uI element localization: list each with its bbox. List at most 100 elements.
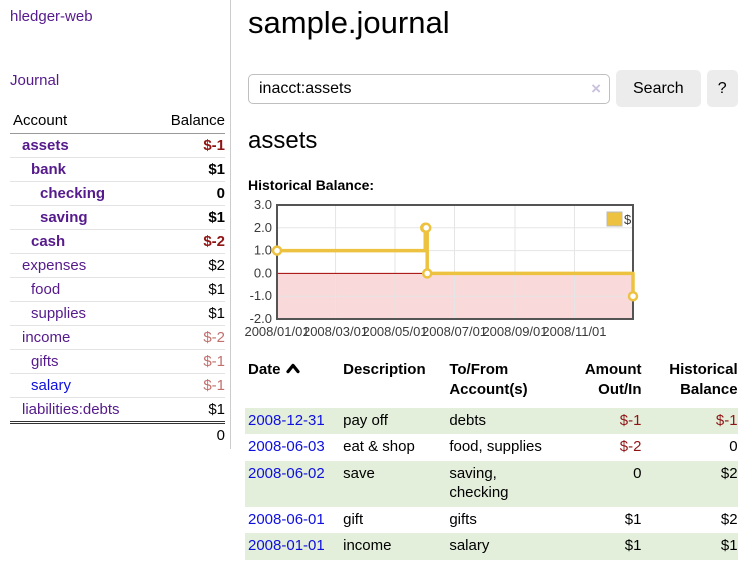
search-form: × Search ? xyxy=(248,70,738,108)
account-balance: $-2 xyxy=(151,325,225,350)
register-col-date[interactable]: Date xyxy=(245,357,343,408)
chart-border xyxy=(276,204,634,321)
account-link[interactable]: gifts xyxy=(31,353,59,370)
register-col-accounts: To/From Account(s) xyxy=(449,361,528,399)
register-row: 2008-06-03 eat & shop food, supplies $-2 0 xyxy=(245,434,738,461)
account-row: assets $-1 xyxy=(10,133,225,158)
register-amount-cell: $1 xyxy=(624,537,642,555)
register-accounts-cell: salary xyxy=(449,537,490,555)
register-date-cell: 2008-06-01 xyxy=(245,507,343,534)
account-link[interactable]: checking xyxy=(40,185,106,202)
transaction-date-link[interactable]: 2008-06-03 xyxy=(248,438,325,456)
transaction-date-link[interactable]: 2008-01-01 xyxy=(248,537,325,555)
accounts-col-account: Account xyxy=(10,110,152,134)
chart-y-tick-label: 1.0 xyxy=(254,243,272,258)
account-link[interactable]: saving xyxy=(40,209,88,226)
register-description-cell: income xyxy=(343,537,392,555)
register-balance-cell: $-1 xyxy=(715,411,738,429)
account-row: salary $-1 xyxy=(10,373,225,398)
register-row: 2008-06-01 gift gifts $1 $2 xyxy=(245,507,738,534)
chart-container: 3.0 2.0 1.0 0.0 -1.0 -2.0 2008/01/01 2008/03/01… xyxy=(244,197,738,349)
register-row: 2008-12-31 pay off debts $-1 $-1 xyxy=(245,407,738,435)
register-accounts-cell: debts xyxy=(449,411,487,429)
account-name-cell: saving xyxy=(10,205,152,230)
sidebar: hledger-web Journal Account Balance asse… xyxy=(0,0,231,449)
register-date-cell: 2008-12-31 xyxy=(245,408,343,435)
account-balance: $1 xyxy=(151,301,225,326)
chart-x-tick-label: 2008/05/01 xyxy=(362,324,427,339)
register-description-cell: eat & shop xyxy=(343,438,415,456)
register-description-cell: pay off xyxy=(343,411,388,429)
register-balance-cell: 0 xyxy=(729,438,738,456)
chart-y-tick-label: 2.0 xyxy=(254,220,272,235)
chart-y-tick-label: 0.0 xyxy=(254,266,272,281)
account-row: income $-2 xyxy=(10,325,225,350)
register-row: 2008-01-01 income salary $1 $1 xyxy=(245,533,738,560)
register-col-amount: Amount Out/In xyxy=(584,361,642,399)
register-amount-cell: $1 xyxy=(624,510,642,528)
help-button[interactable]: ? xyxy=(706,70,738,108)
transaction-date-link[interactable]: 2008-06-02 xyxy=(248,464,325,482)
account-row: liabilities:debts $1 xyxy=(10,397,225,423)
account-link[interactable]: income xyxy=(22,329,71,346)
account-link[interactable]: liabilities:debts xyxy=(22,401,120,418)
register-balance-cell: $1 xyxy=(720,537,738,555)
register-description-cell: gift xyxy=(343,510,364,528)
accounts-total-value: 0 xyxy=(151,421,225,447)
account-name-cell: income xyxy=(10,325,152,350)
register-row: 2008-06-02 save saving, checking 0 $2 xyxy=(245,460,738,507)
account-link[interactable]: supplies xyxy=(31,305,87,322)
register-date-cell: 2008-01-01 xyxy=(245,533,343,560)
register-accounts-cell: saving, checking xyxy=(449,464,509,502)
transaction-date-link[interactable]: 2008-12-31 xyxy=(248,411,325,429)
sidebar-accounts-body: assets $-1 bank $1 checking 0 saving $1 cash $-2 e… xyxy=(10,133,225,423)
account-balance: 0 xyxy=(151,181,225,206)
register-table: Date Description To/From Account(s) Amou… xyxy=(245,357,738,560)
account-link[interactable]: salary xyxy=(31,377,72,394)
transaction-date-link[interactable]: 2008-06-01 xyxy=(248,510,325,528)
account-row: gifts $-1 xyxy=(10,349,225,374)
account-link[interactable]: cash xyxy=(31,233,66,250)
accounts-col-balance: Balance xyxy=(151,110,225,134)
register-balance-cell: $2 xyxy=(720,464,738,482)
account-name-cell: checking xyxy=(10,181,152,206)
accounts-table: Account Balance assets $-1 bank $1 checking 0… xyxy=(10,110,225,447)
brand-link[interactable]: hledger-web xyxy=(10,8,93,25)
accounts-total-row: 0 xyxy=(10,421,225,447)
account-row: expenses $2 xyxy=(10,253,225,278)
account-name-cell: cash xyxy=(10,229,152,254)
page-title: sample.journal xyxy=(248,5,450,40)
accounts-total-spacer xyxy=(10,421,152,447)
chart-point-marker xyxy=(627,291,639,302)
register-date-cell: 2008-06-02 xyxy=(245,461,343,507)
sort-ascending-icon xyxy=(285,363,300,374)
clear-search-icon[interactable]: × xyxy=(591,78,601,98)
register-header-row: Date Description To/From Account(s) Amou… xyxy=(245,357,738,408)
chart-point-marker xyxy=(271,245,283,257)
account-balance: $-1 xyxy=(151,133,225,158)
main-content: sample.journal × Search ? assets Histori… xyxy=(231,0,742,560)
account-link[interactable]: assets xyxy=(22,137,69,154)
chart-x-tick-label: 2008/11/01 xyxy=(542,324,606,339)
account-link[interactable]: bank xyxy=(31,161,67,178)
account-balance: $1 xyxy=(151,157,225,182)
chart-y-tick-label: -1.0 xyxy=(250,288,272,303)
account-balance: $-2 xyxy=(151,229,225,254)
chart-x-tick-label: 2008/07/01 xyxy=(422,324,487,339)
search-button[interactable]: Search xyxy=(616,70,701,108)
balance-chart-svg: 3.0 2.0 1.0 0.0 -1.0 -2.02008/01/012008/03/01… xyxy=(244,197,639,339)
register-col-balance: Historical Balance xyxy=(669,361,738,399)
accounts-header-row: Account Balance xyxy=(10,110,225,134)
account-name-cell: expenses xyxy=(10,253,152,278)
account-link[interactable]: food xyxy=(31,281,61,298)
account-name-cell: salary xyxy=(10,373,152,398)
chart-title: Historical Balance: xyxy=(248,177,375,194)
chart-point-marker xyxy=(421,268,433,279)
account-name-cell: food xyxy=(10,277,152,302)
search-input[interactable] xyxy=(248,73,610,104)
account-name-cell: liabilities:debts xyxy=(10,397,152,423)
account-row: supplies $1 xyxy=(10,301,225,326)
nav-journal-link[interactable]: Journal xyxy=(10,72,60,89)
account-row: food $1 xyxy=(10,277,225,302)
account-link[interactable]: expenses xyxy=(22,257,87,274)
